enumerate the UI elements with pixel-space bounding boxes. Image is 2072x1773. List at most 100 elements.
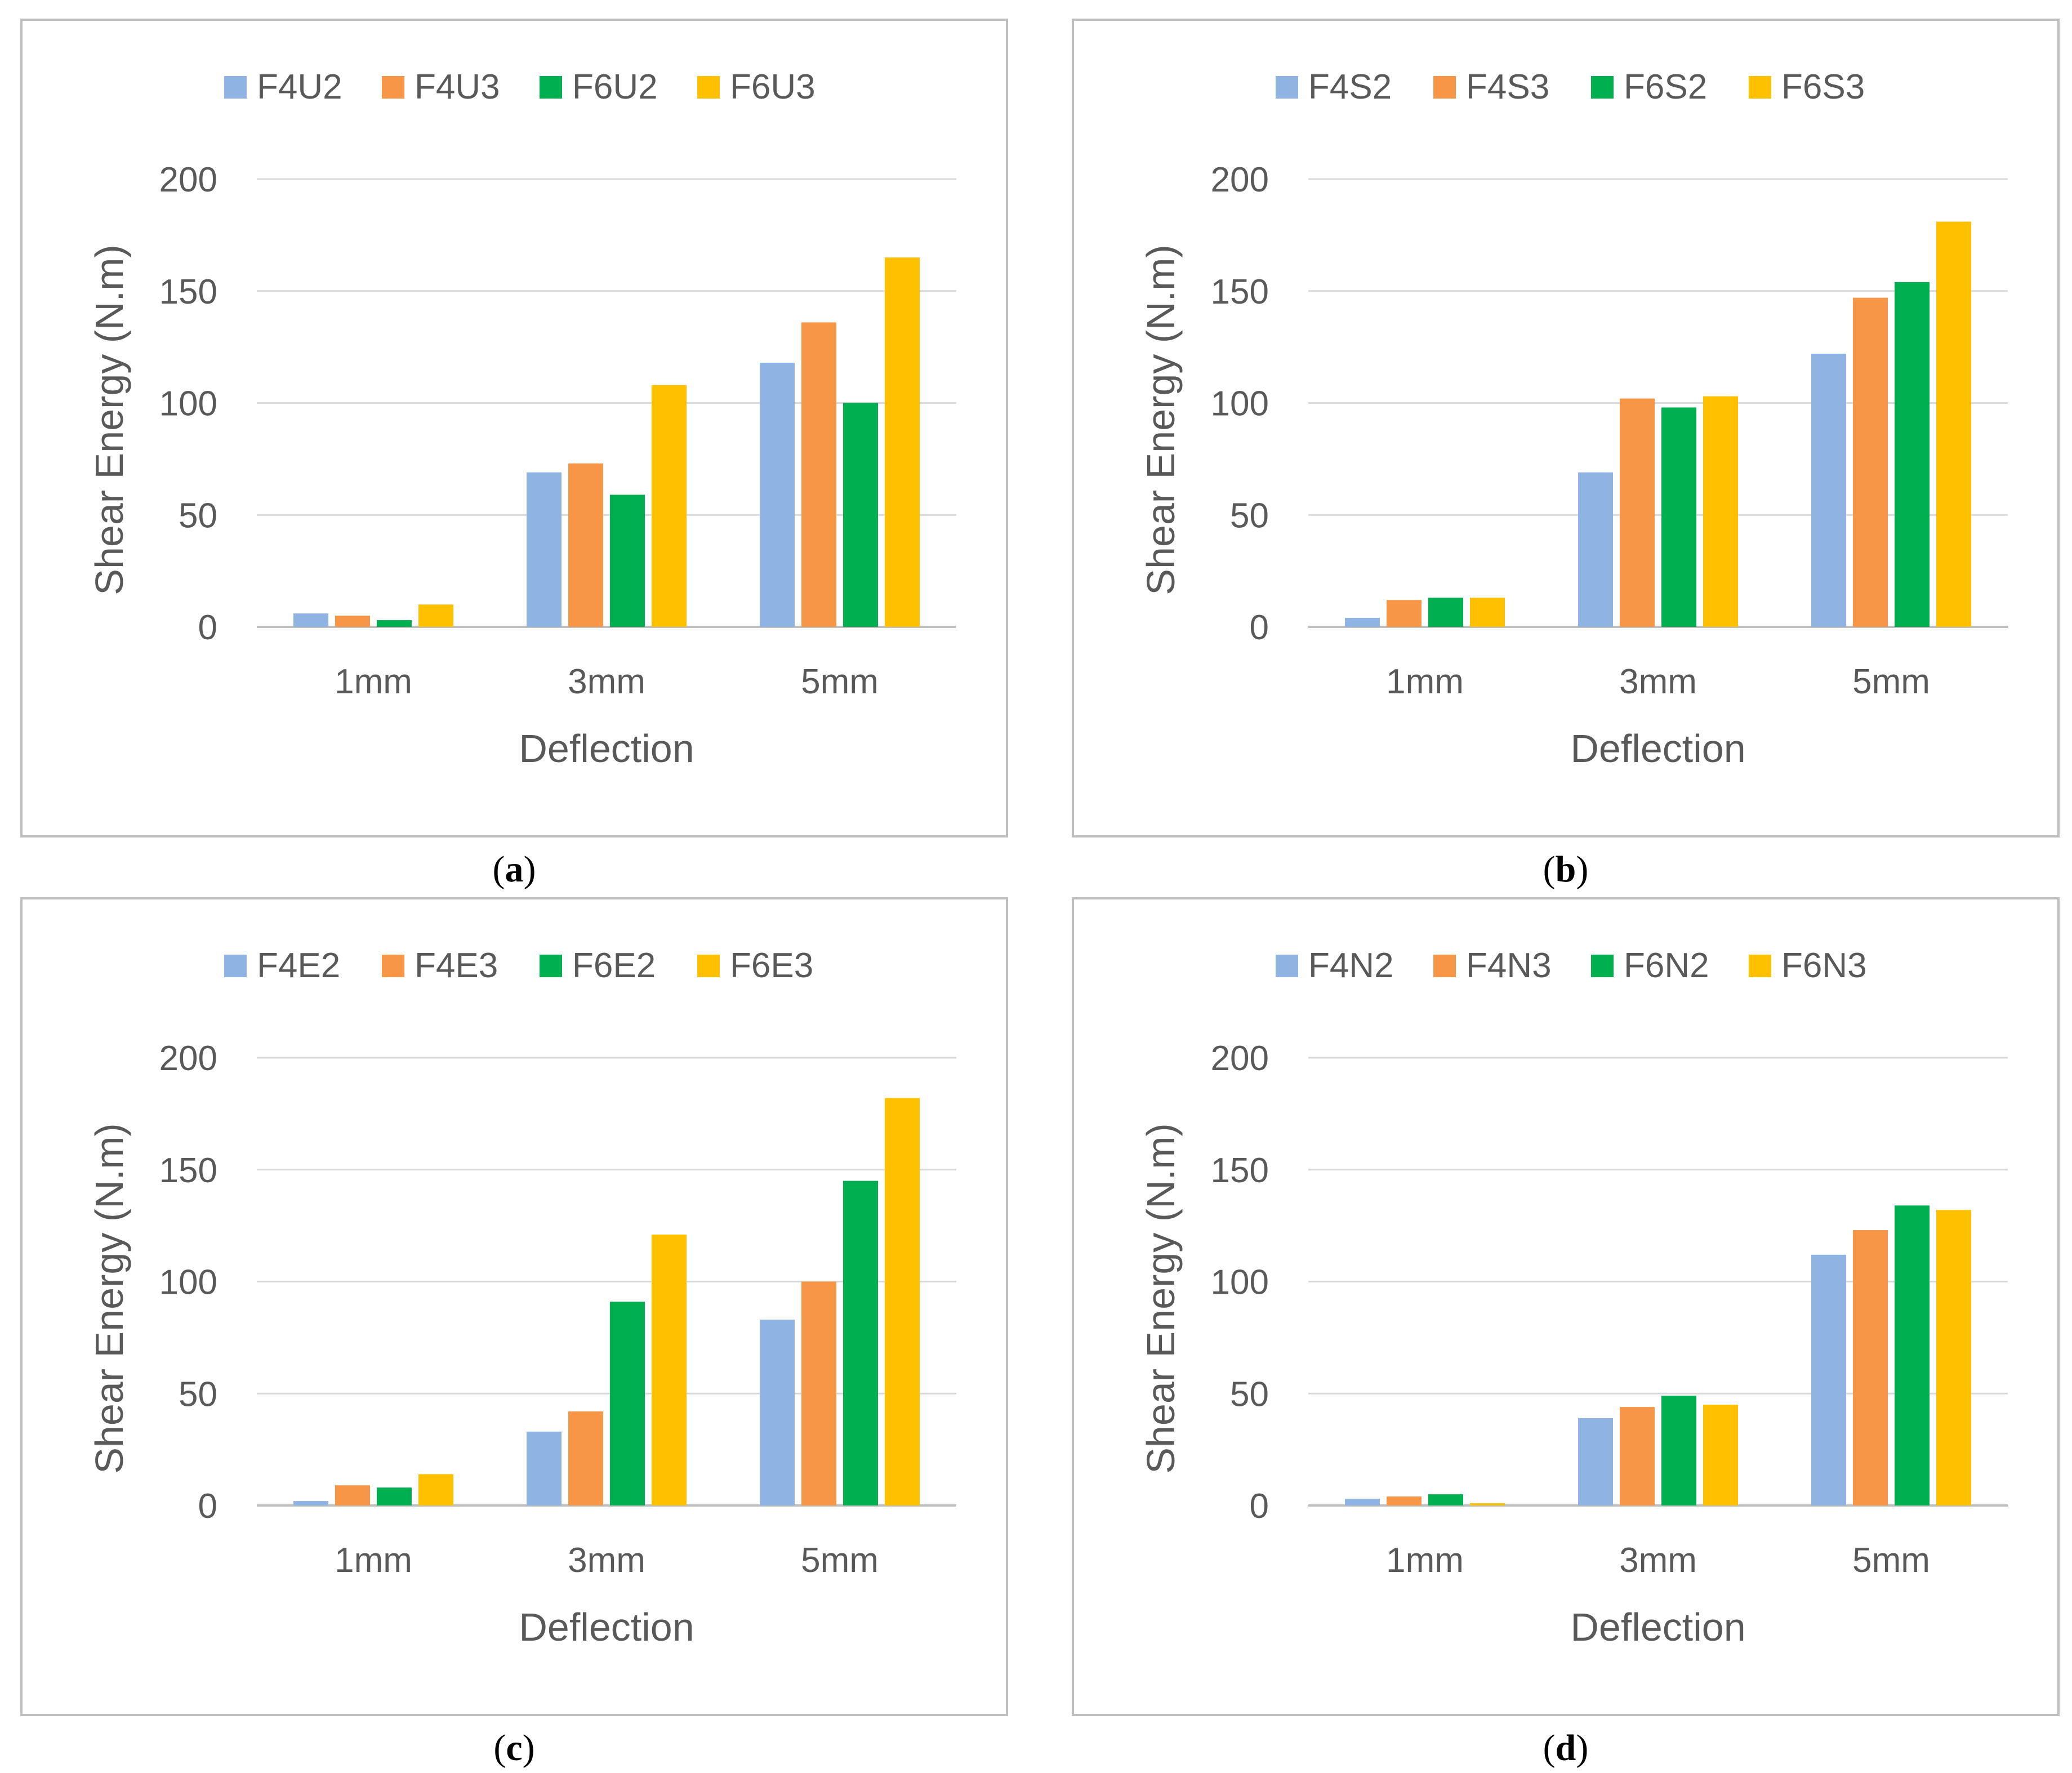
y-tick-label: 100 [1211,385,1269,424]
panel-caption-b: (b) [1543,849,1589,890]
x-tick-label: 3mm [568,662,645,701]
legend-label-f6e3: F6E3 [730,946,813,985]
bar-f6n3-1mm [1470,1503,1505,1505]
bar-f6s2-3mm [1661,407,1696,627]
chart-border [20,19,1008,838]
legend-swatch-f6n2 [1591,955,1614,977]
x-axis-title: Deflection [519,1605,694,1649]
bar-f4s3-5mm [1853,297,1888,627]
legend-label-f6s2: F6S2 [1624,68,1707,106]
bar-f6e3-1mm [418,1474,453,1505]
bar-f6u2-5mm [843,403,878,627]
y-tick-label: 200 [1211,1039,1269,1078]
y-axis-title: Shear Energy (N.m) [87,1123,131,1473]
bar-f6s3-3mm [1703,396,1738,627]
bar-f6n3-5mm [1936,1210,1971,1505]
bar-f6n2-5mm [1895,1205,1930,1505]
legend-label-f6n3: F6N3 [1781,946,1867,985]
x-axis-title: Deflection [1570,727,1745,770]
panel-caption-a: (a) [493,849,536,890]
legend-swatch-f6n3 [1749,955,1771,977]
legend-swatch-f6e3 [697,955,720,977]
legend-swatch-f6s2 [1591,76,1614,99]
y-tick-label: 200 [1211,161,1269,199]
y-tick-label: 100 [1211,1263,1269,1302]
y-axis-title: Shear Energy (N.m) [87,244,131,595]
panel-caption-d: (d) [1543,1727,1589,1768]
panel-caption-letter: d [1556,1727,1576,1768]
bar-f4n2-1mm [1345,1499,1380,1505]
bar-f6u2-1mm [377,620,412,627]
bar-f6n2-1mm [1428,1494,1463,1505]
y-tick-label: 0 [198,1487,217,1526]
x-tick-label: 5mm [801,1541,879,1580]
x-tick-label: 5mm [1852,662,1930,701]
x-tick-label: 1mm [1386,1541,1464,1580]
bar-f6e2-3mm [610,1302,645,1505]
chart-border [1072,19,2060,838]
legend-label-f6n2: F6N2 [1624,946,1709,985]
bar-f4u2-1mm [293,613,328,627]
y-tick-label: 50 [1230,1375,1269,1414]
legend-swatch-f6e2 [540,955,562,977]
bar-f4s2-1mm [1345,618,1380,627]
bar-f4u3-3mm [568,463,603,627]
bar-f6e3-5mm [885,1098,920,1505]
legend-swatch-f4s3 [1433,76,1456,99]
bar-f6s2-1mm [1428,598,1463,627]
bar-f4u3-1mm [335,616,370,627]
bar-f4e2-5mm [760,1320,795,1505]
bar-f4s2-5mm [1811,354,1846,627]
legend-swatch-f4e2 [224,955,247,977]
bar-f4u3-5mm [801,322,836,627]
legend-label-f4e3: F4E3 [415,946,498,985]
x-tick-label: 3mm [568,1541,645,1580]
y-tick-label: 200 [159,161,217,199]
bar-f4s3-1mm [1387,600,1422,627]
y-tick-label: 50 [179,1375,217,1414]
y-tick-label: 0 [1250,608,1269,647]
y-tick-label: 150 [1211,1151,1269,1190]
x-tick-label: 5mm [801,662,879,701]
bar-f4e2-1mm [293,1501,328,1505]
bar-f4s2-3mm [1578,472,1613,627]
bar-f6u3-3mm [652,385,687,627]
bar-f4n3-5mm [1853,1230,1888,1505]
bar-f6n2-3mm [1661,1396,1696,1505]
bar-f6n3-3mm [1703,1405,1738,1505]
bar-f4e3-3mm [568,1411,603,1505]
legend-swatch-f4s2 [1276,76,1298,99]
bar-f6s3-1mm [1470,598,1505,627]
x-tick-label: 3mm [1619,662,1697,701]
bar-f4n3-1mm [1387,1496,1422,1505]
x-tick-label: 1mm [335,1541,412,1580]
legend-label-f4u2: F4U2 [257,68,342,106]
panel-caption-c: (c) [493,1727,534,1768]
bar-f6u2-3mm [610,495,645,627]
y-tick-label: 150 [159,1151,217,1190]
y-tick-label: 200 [159,1039,217,1078]
bar-f4e3-5mm [801,1281,836,1505]
chart-panel-d: F4N2 F4N3 F6N2 F6N3 0 50 100 150 200 1mm 3mm 5mm Def… [1072,897,2060,1716]
bar-f4s3-3mm [1620,398,1655,627]
chart-border [1072,897,2060,1716]
legend-label-f6s3: F6S3 [1781,68,1865,106]
bar-f4n2-5mm [1811,1254,1846,1505]
legend-label-f4u3: F4U3 [415,68,500,106]
x-tick-label: 5mm [1852,1541,1930,1580]
legend-swatch-f4u2 [224,76,247,99]
panel-caption-letter: c [506,1727,522,1768]
legend-swatch-f4u3 [382,76,404,99]
x-tick-label: 1mm [335,662,412,701]
chart-panel-b: F4S2 F4S3 F6S2 F6S3 0 50 100 150 200 1mm 3mm 5mm Def… [1072,19,2060,838]
legend-label-f6u3: F6U3 [730,68,816,106]
bar-f4u2-3mm [527,472,562,627]
chart-panel-a: F4U2 F4U3 F6U2 F6U3 0 50 100 150 200 1mm 3mm 5mm Def… [20,19,1008,838]
y-tick-label: 0 [1250,1487,1269,1526]
y-tick-label: 50 [179,496,217,535]
y-tick-label: 0 [198,608,217,647]
bar-f6s3-5mm [1936,221,1971,627]
x-axis-title: Deflection [1570,1605,1745,1649]
legend-swatch-f6u3 [697,76,720,99]
bar-f6u3-1mm [418,604,453,627]
